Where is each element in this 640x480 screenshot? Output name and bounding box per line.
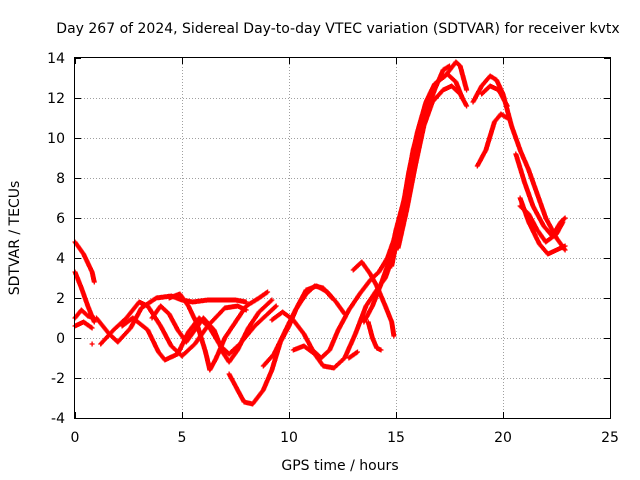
data-points: [72, 59, 568, 407]
y-tick-label: 12: [47, 91, 65, 107]
series-track-r: [365, 319, 384, 353]
y-tick-label: 10: [47, 131, 65, 147]
y-tick-label: 2: [56, 291, 65, 307]
series-track-v: [479, 83, 510, 109]
y-tick-label: -2: [51, 371, 65, 387]
chart-title: Day 267 of 2024, Sidereal Day-to-day VTE…: [56, 21, 619, 37]
series-markers: [346, 349, 360, 361]
series-markers: [389, 59, 470, 269]
series-track-t: [395, 83, 470, 251]
series-markers: [395, 83, 470, 251]
x-tick-label: 15: [387, 430, 405, 446]
y-axis-label: SDTVAR / TECUs: [7, 181, 23, 296]
series-markers: [479, 83, 510, 109]
series-markers: [166, 289, 271, 373]
series-markers: [260, 283, 335, 369]
series-markers: [474, 111, 510, 169]
x-tick-label: 5: [178, 430, 187, 446]
series-track-s: [389, 59, 470, 269]
y-tick-label: -4: [51, 411, 65, 427]
x-tick-label: 20: [494, 430, 512, 446]
plot-frame: [74, 57, 611, 419]
series-markers: [470, 73, 568, 253]
series-track-i: [149, 297, 275, 365]
series-track-e: [89, 341, 95, 347]
x-tick-label: 10: [280, 430, 298, 446]
x-tick-label: 0: [71, 430, 80, 446]
series-track-z: [517, 203, 566, 245]
series-track-q: [350, 259, 397, 339]
x-axis-label: GPS time / hours: [281, 458, 398, 474]
series-track-o: [346, 349, 360, 361]
y-tick-label: 6: [56, 211, 65, 227]
axis-ticks: 0 5 10 15 20 25 -4 -2 0 2 4 6 8 10 12 14: [47, 51, 619, 446]
series-markers: [350, 259, 397, 339]
y-tick-label: 8: [56, 171, 65, 187]
x-tick-label: 25: [601, 430, 619, 446]
series-track-l: [260, 283, 335, 369]
series-markers: [517, 203, 566, 245]
series-track-u: [470, 73, 568, 253]
y-tick-label: 14: [47, 51, 65, 67]
series-markers: [89, 341, 95, 347]
y-tick-label: 0: [56, 331, 65, 347]
series-markers: [365, 319, 384, 353]
series-markers: [149, 297, 275, 365]
series-track-j: [166, 289, 271, 373]
y-tick-label: 4: [56, 251, 65, 267]
series-track-w: [474, 111, 510, 169]
